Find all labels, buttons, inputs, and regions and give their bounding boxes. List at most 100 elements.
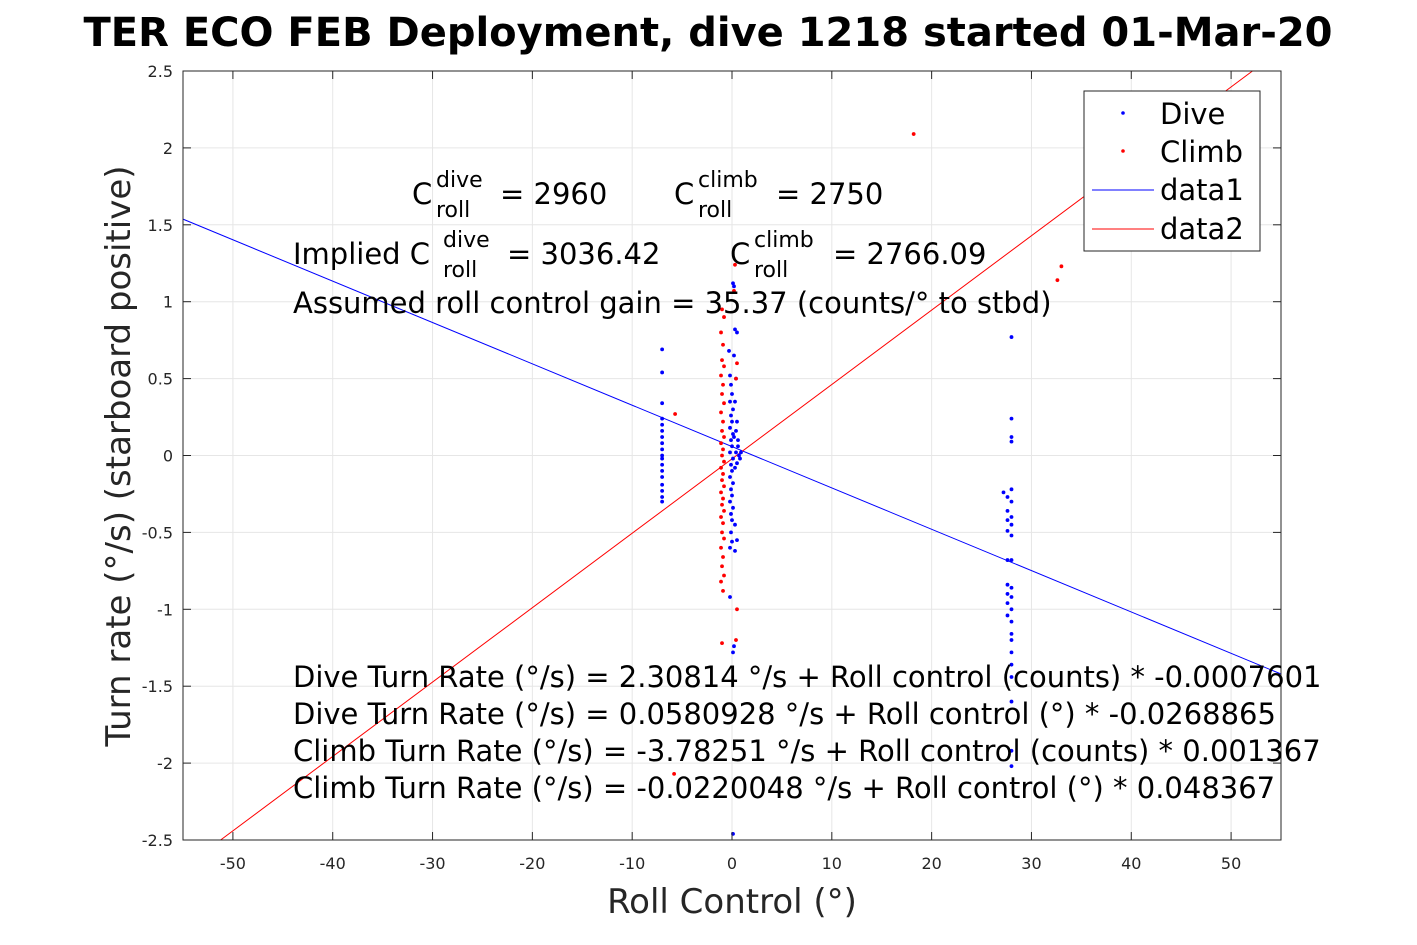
dive-point [735,330,739,335]
c-roll-dive-prefix: C [412,177,432,211]
legend-climb-marker [1121,149,1125,153]
x-tick-label: -40 [320,854,346,873]
dive-point [660,468,665,473]
dive-point [660,482,665,487]
dive-point [734,428,738,433]
dive-point [1009,632,1014,636]
dive-point [1009,748,1014,753]
dive-point [660,462,665,467]
dive-point [730,392,734,396]
dive-point [729,413,733,418]
dive-point [731,281,735,286]
climb-point [719,545,723,550]
climb-point [720,358,724,363]
dive-point [729,512,733,516]
dive-point [1009,607,1014,612]
c-roll-dive-sup: dive [436,168,483,193]
climb-point [673,412,678,416]
climb-point [733,262,737,267]
dive-point [660,447,665,452]
data2-fit-line [220,70,1253,841]
climb-point [720,502,724,507]
climb-point [720,530,724,535]
dive-point [728,545,732,550]
dive-point [1009,533,1014,538]
climb-point [721,472,725,476]
dive-point [730,444,734,449]
y-tick-label: -1.5 [142,677,173,696]
chart-title: TER ECO FEB Deployment, dive 1218 starte… [83,10,1332,56]
climb-point [735,607,739,612]
dive-point [1001,490,1006,495]
fit-equation: Climb Turn Rate (°/s) = -3.78251 °/s + R… [293,734,1321,768]
climb-point [719,441,723,446]
c-roll-climb-sup: climb [698,168,758,193]
climb-point [720,453,724,458]
y-tick-label: 0.5 [148,370,173,389]
dive-point [1009,435,1014,439]
implied-climb-prefix: C [730,237,750,271]
climb-point [735,361,739,366]
fit-equation: Dive Turn Rate (°/s) = 2.30814 °/s + Rol… [293,660,1321,694]
implied-dive-prefix: Implied C [293,237,430,271]
y-tick-label: 2 [163,139,173,158]
climb-point [720,478,724,483]
dive-point [1009,499,1014,504]
climb-point [721,555,725,559]
dive-point [731,407,735,412]
roll-gain-annotation: Assumed roll control gain = 35.37 (count… [293,286,1052,320]
dive-point [660,441,665,446]
legend-dive-marker [1121,111,1125,115]
climb-point [720,641,724,646]
legend-climb-label: Climb [1160,135,1243,169]
dive-point [728,499,732,504]
c-roll-climb-prefix: C [674,177,694,211]
dive-point [660,453,665,458]
dive-point [731,432,735,436]
x-axis-label: Roll Control (°) [607,882,857,922]
dive-point [730,539,734,544]
fit-equation: Climb Turn Rate (°/s) = -0.0220048 °/s +… [293,771,1275,805]
climb-point [719,515,723,519]
dive-point [730,419,734,424]
climb-point [719,465,723,470]
dive-point [732,435,736,439]
x-tick-label: -10 [619,854,645,873]
dive-point [733,548,737,553]
y-tick-label: 2.5 [148,62,173,81]
y-tick-labels: -2.5 -2 -1.5 -1 -0.5 0 0.5 1 1.5 2 2.5 [142,62,173,850]
climb-point [721,521,725,526]
y-tick-label: 1.5 [148,216,173,235]
implied-climb-sup: climb [754,228,814,253]
fit-equations: Dive Turn Rate (°/s) = 2.30814 °/s + Rol… [293,660,1321,805]
implied-dive-value: = 3036.42 [507,237,660,271]
dive-point [660,495,665,499]
climb-point [722,435,726,439]
x-tick-label: 0 [727,854,737,873]
dive-point [735,461,739,466]
dive-point [1009,335,1014,339]
implied-climb-sub: roll [754,258,788,283]
dive-point [736,444,740,449]
climb-point [719,330,723,335]
dive-point [1005,582,1010,587]
implied-dive-sub: roll [443,258,477,283]
y-tick-label: -2 [157,754,173,773]
dive-point [739,450,743,455]
dive-point [730,493,734,498]
dive-point [1009,416,1014,421]
legend-dive-label: Dive [1160,97,1225,131]
x-tick-label: 30 [1021,854,1041,873]
dive-point [660,401,665,406]
legend-data2-label: data2 [1160,212,1244,246]
climb-point [722,536,726,541]
climb-point [722,573,726,578]
climb-point [722,459,726,464]
climb-point [1059,264,1064,269]
dive-point [731,456,735,461]
dive-point [731,650,735,655]
dive-point [729,438,733,443]
dive-point [727,349,731,353]
y-tick-label: -2.5 [142,831,173,850]
dive-point [738,456,742,461]
